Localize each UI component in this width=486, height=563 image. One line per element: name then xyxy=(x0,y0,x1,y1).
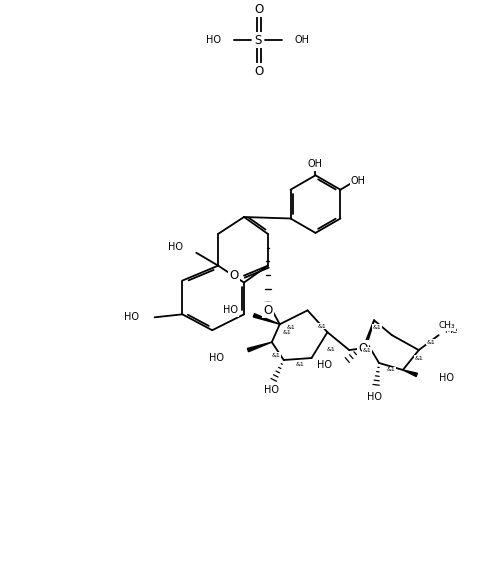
Text: O: O xyxy=(254,3,263,16)
Text: O: O xyxy=(229,269,239,282)
Polygon shape xyxy=(253,314,280,324)
Text: HO: HO xyxy=(366,392,382,402)
Text: &1: &1 xyxy=(282,330,291,335)
Text: HO: HO xyxy=(439,373,453,383)
Text: HO: HO xyxy=(317,360,332,370)
Text: O: O xyxy=(263,304,273,317)
Text: &1: &1 xyxy=(415,355,423,360)
Text: HO: HO xyxy=(124,312,139,322)
Text: O: O xyxy=(254,65,263,78)
Text: &1: &1 xyxy=(386,368,395,373)
Text: Me: Me xyxy=(444,326,457,335)
Text: &1: &1 xyxy=(426,339,435,345)
Text: O: O xyxy=(359,342,368,355)
Text: S: S xyxy=(254,34,261,47)
Text: HO: HO xyxy=(223,305,238,315)
Text: &1: &1 xyxy=(363,347,371,352)
Text: &1: &1 xyxy=(373,325,382,330)
Text: CH₃: CH₃ xyxy=(438,321,455,330)
Text: OH: OH xyxy=(351,176,366,186)
Polygon shape xyxy=(403,370,417,377)
Text: HO: HO xyxy=(206,35,221,45)
Text: OH: OH xyxy=(308,159,323,169)
Text: &1: &1 xyxy=(327,347,336,351)
Text: OH: OH xyxy=(295,35,310,45)
Text: &1: &1 xyxy=(271,352,280,358)
Text: &1: &1 xyxy=(318,324,327,329)
Polygon shape xyxy=(247,342,272,352)
Text: &1: &1 xyxy=(295,363,304,368)
Text: &1: &1 xyxy=(286,325,295,330)
Text: HO: HO xyxy=(209,353,224,363)
Text: HO: HO xyxy=(264,385,279,395)
Text: HO: HO xyxy=(169,242,183,252)
